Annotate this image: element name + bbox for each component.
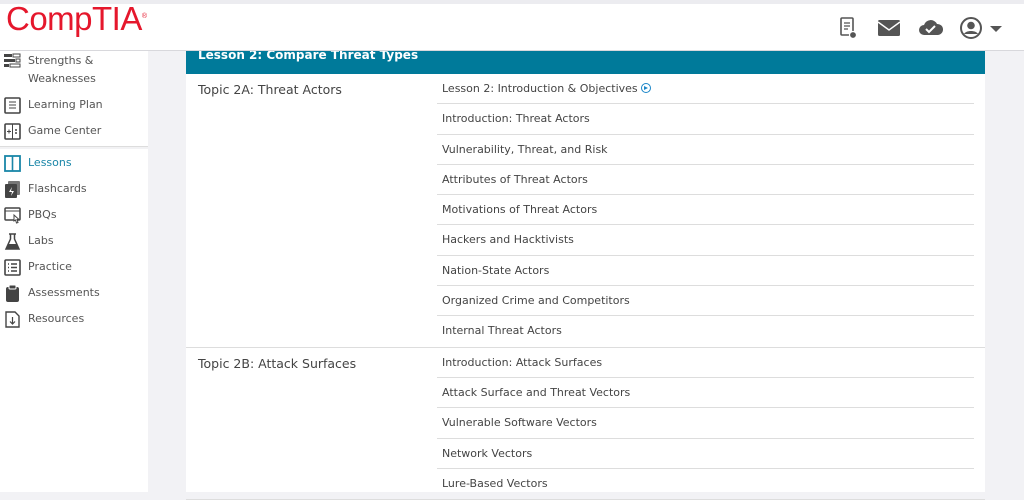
topic-section: Topic 2A: Threat Actors Lesson 2: Introdu…: [186, 74, 985, 348]
user-avatar-icon[interactable]: [958, 16, 984, 40]
sidebar-item-label: Lessons: [28, 156, 72, 169]
lesson-item-label: Introduction: Threat Actors: [442, 112, 590, 126]
lesson-title: Lesson 2: Compare Threat Types: [198, 48, 419, 62]
strengths-icon: [4, 53, 21, 68]
lesson-item-link[interactable]: Vulnerability, Threat, and Risk: [437, 135, 974, 165]
sidebar-item-game-center[interactable]: Game Center: [0, 122, 148, 140]
lesson-item-label: Vulnerable Software Vectors: [442, 416, 597, 430]
lesson-item-link[interactable]: Nation-State Actors: [437, 256, 974, 287]
lesson-item-label: Network Vectors: [442, 446, 533, 460]
topic-items: Introduction: Attack Surfaces Attack Surf…: [437, 348, 985, 499]
sidebar-item-label: Flashcards: [28, 182, 87, 195]
pbq-icon: [4, 207, 21, 224]
lesson-item-label: Attributes of Threat Actors: [442, 172, 588, 186]
lesson-item-link[interactable]: Internal Threat Actors: [437, 316, 974, 346]
sidebar-item-lessons[interactable]: Lessons: [0, 154, 148, 172]
game-center-icon: [4, 123, 21, 140]
download-file-icon: [5, 311, 20, 328]
lessons-icon: [4, 155, 21, 172]
flashcards-icon: [5, 181, 20, 198]
clipboard-icon: [6, 285, 19, 302]
lesson-item-label: Motivations of Threat Actors: [442, 203, 598, 217]
sidebar-item-strengths-weaknesses[interactable]: Strengths & Weaknesses: [0, 52, 148, 88]
mail-icon[interactable]: [876, 16, 902, 40]
lesson-item-label: Internal Threat Actors: [442, 324, 562, 338]
sidebar-item-flashcards[interactable]: Flashcards: [0, 180, 148, 198]
sidebar-item-label: Strengths & Weaknesses: [28, 54, 96, 85]
lesson-item-link[interactable]: Lesson 2: Introduction & Objectives: [437, 74, 974, 105]
lesson-item-link[interactable]: Organized Crime and Competitors: [437, 286, 974, 317]
lesson-item-label: Organized Crime and Competitors: [442, 294, 630, 308]
top-strip: [0, 0, 1024, 4]
lesson-item-label: Lure-Based Vectors: [442, 476, 548, 490]
sidebar-item-assessments[interactable]: Assessments: [0, 284, 148, 302]
lesson-item-link[interactable]: Introduction: Threat Actors: [437, 104, 974, 135]
sidebar-item-label: PBQs: [28, 208, 57, 221]
sidebar-item-resources[interactable]: Resources: [0, 310, 148, 328]
learning-plan-icon: [4, 97, 21, 114]
lesson-item-link[interactable]: Motivations of Threat Actors: [437, 195, 974, 226]
practice-icon: [4, 259, 21, 276]
sidebar-item-label: Game Center: [28, 124, 102, 137]
lesson-item-link[interactable]: Attributes of Threat Actors: [437, 165, 974, 196]
sidebar-item-label: Practice: [28, 260, 72, 273]
caret-down-icon[interactable]: [988, 16, 1004, 40]
play-icon[interactable]: [640, 83, 651, 93]
lesson-item-link[interactable]: Attack Surface and Threat Vectors: [437, 378, 974, 409]
topic-title: Topic 2B: Attack Surfaces: [198, 355, 357, 371]
lesson-item-label: Vulnerability, Threat, and Risk: [442, 142, 608, 156]
comptia-logo[interactable]: CompTIA®: [6, 0, 147, 37]
sidebar-item-label: Assessments: [28, 286, 100, 299]
sidebar-item-learning-plan[interactable]: Learning Plan: [0, 96, 148, 114]
sidebar-item-label: Learning Plan: [28, 98, 103, 111]
lesson-panel: Lesson 2: Compare Threat Types Topic 2A:…: [186, 44, 985, 500]
flask-icon: [4, 233, 21, 250]
lesson-item-label: Lesson 2: Introduction & Objectives: [442, 82, 638, 95]
cloud-check-icon[interactable]: [918, 16, 944, 40]
lesson-item-link[interactable]: Lure-Based Vectors: [437, 469, 974, 499]
sidebar-item-pbqs[interactable]: PBQs: [0, 206, 148, 224]
sidebar: Strengths & Weaknesses Learning Plan Gam…: [0, 51, 148, 492]
notes-icon[interactable]: [836, 16, 862, 40]
sidebar-item-practice[interactable]: Practice: [0, 258, 148, 276]
topic-items: Lesson 2: Introduction & Objectives Intro…: [437, 74, 985, 347]
lesson-item-label: Hackers and Hacktivists: [442, 233, 574, 247]
sidebar-item-label: Resources: [28, 312, 85, 325]
app-header: CompTIA®: [0, 0, 1024, 51]
topic-section: Topic 2B: Attack Surfaces Introduction: A…: [186, 348, 985, 500]
sidebar-item-labs[interactable]: Labs: [0, 232, 148, 250]
sidebar-divider: [0, 146, 148, 149]
lesson-item-link[interactable]: Introduction: Attack Surfaces: [437, 348, 974, 378]
topic-title: Topic 2A: Threat Actors: [198, 82, 342, 97]
lesson-item-link[interactable]: Hackers and Hacktivists: [437, 225, 974, 256]
sidebar-item-label: Labs: [28, 234, 54, 247]
lesson-item-link[interactable]: Network Vectors: [437, 439, 974, 469]
lesson-item-label: Nation-State Actors: [442, 263, 550, 277]
lesson-item-label: Attack Surface and Threat Vectors: [442, 385, 631, 399]
lesson-item-label: Introduction: Attack Surfaces: [442, 355, 603, 369]
lesson-item-link[interactable]: Vulnerable Software Vectors: [437, 408, 974, 439]
